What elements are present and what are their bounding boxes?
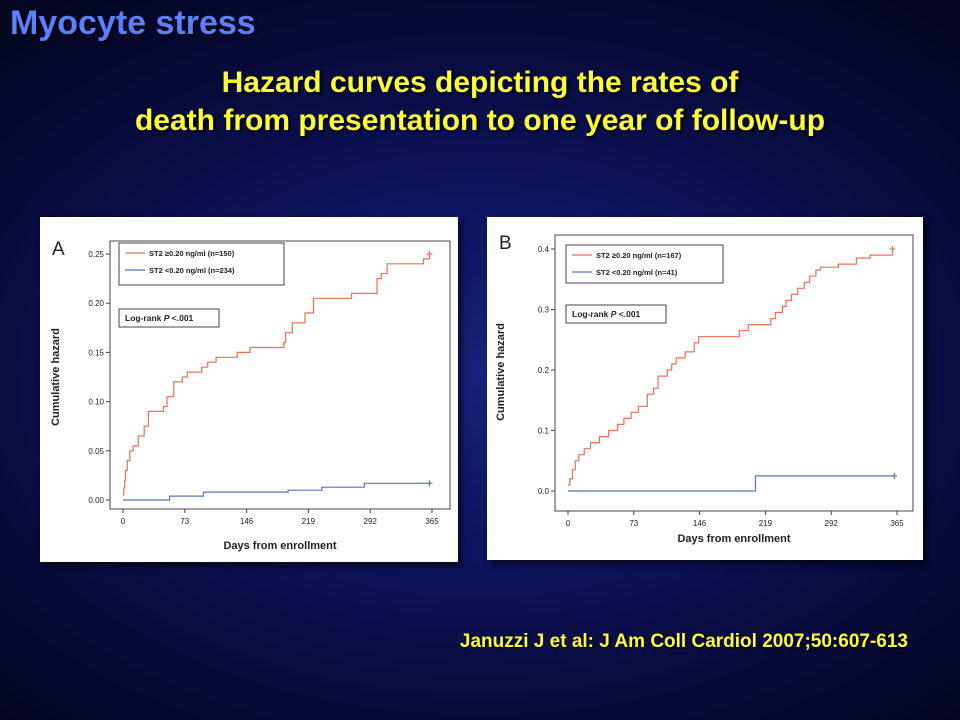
hazard-chart-b: B 0.0 0.1 0.2 0.3 0.4 0 73 146 219 292 365 Days from… [495, 233, 914, 545]
legend-box [565, 244, 724, 284]
x-tick-label: 73 [629, 519, 638, 528]
logrank-annotation: Log-rank P <.001 [125, 313, 194, 323]
chart-panel-b: B 0.0 0.1 0.2 0.3 0.4 0 73 146 219 292 365 Days from… [487, 217, 923, 560]
x-axis-title: Days from enrollment [677, 533, 790, 545]
y-tick-label: 0.00 [88, 496, 104, 505]
x-tick-label: 219 [302, 517, 316, 526]
panel-label: B [499, 233, 512, 254]
legend-box [118, 242, 285, 286]
x-tick-label: 73 [180, 517, 189, 526]
slide-subtitle: Hazard curves depicting the rates of dea… [0, 64, 960, 140]
y-tick-label: 0.10 [88, 398, 104, 407]
hazard-chart-a: A 0.00 0.05 0.10 0.15 0.20 0.25 0 73 146 219 292 365… [50, 239, 451, 552]
x-tick-label: 292 [825, 519, 839, 528]
legend-entry: ST2 <0.20 ng/ml (n=41) [596, 268, 678, 277]
y-axis-title: Cumulative hazard [50, 328, 62, 426]
y-tick-label: 0.2 [538, 366, 550, 375]
y-axis-title: Cumulative hazard [495, 323, 507, 421]
x-tick-label: 146 [240, 517, 254, 526]
plot-frame [109, 240, 451, 510]
legend-entry: ST2 ≥0.20 ng/ml (n=167) [596, 251, 682, 260]
legend-entry: ST2 ≥0.20 ng/ml (n=150) [149, 249, 235, 258]
x-tick-label: 292 [364, 517, 378, 526]
x-tick-label: 365 [890, 519, 904, 528]
citation: Januzzi J et al: J Am Coll Cardiol 2007;… [459, 631, 908, 652]
y-tick-label: 0.0 [538, 487, 550, 496]
x-tick-label: 146 [693, 519, 707, 528]
series-line-high [568, 249, 894, 486]
y-tick-label: 0.4 [538, 245, 550, 254]
legend-entry: ST2 <0.20 ng/ml (n=234) [149, 266, 235, 275]
x-tick-label: 365 [425, 517, 439, 526]
slide-title: Myocyte stress [10, 4, 256, 42]
logrank-annotation: Log-rank P <.001 [572, 309, 641, 319]
plot-frame [554, 234, 914, 512]
y-tick-label: 0.15 [88, 348, 104, 357]
y-tick-label: 0.3 [538, 306, 550, 315]
y-tick-label: 0.20 [88, 299, 104, 308]
y-tick-label: 0.05 [88, 447, 104, 456]
series-line-low [568, 475, 895, 492]
series-line-high [123, 254, 431, 496]
subtitle-line-2: death from presentation to one year of f… [134, 104, 826, 137]
subtitle-line-1: Hazard curves depicting the rates of [221, 66, 739, 99]
series-line-low [123, 482, 430, 501]
chart-panel-a: A 0.00 0.05 0.10 0.15 0.20 0.25 0 73 146 219 292 365… [40, 217, 458, 562]
annotation-box [565, 304, 667, 324]
panel-label: A [52, 239, 65, 260]
x-tick-label: 0 [121, 517, 126, 526]
x-tick-label: 0 [566, 519, 571, 528]
x-tick-label: 219 [759, 519, 773, 528]
y-tick-label: 0.1 [538, 427, 550, 436]
x-axis-title: Days from enrollment [223, 540, 336, 552]
y-tick-label: 0.25 [88, 250, 104, 259]
annotation-box [118, 308, 220, 328]
